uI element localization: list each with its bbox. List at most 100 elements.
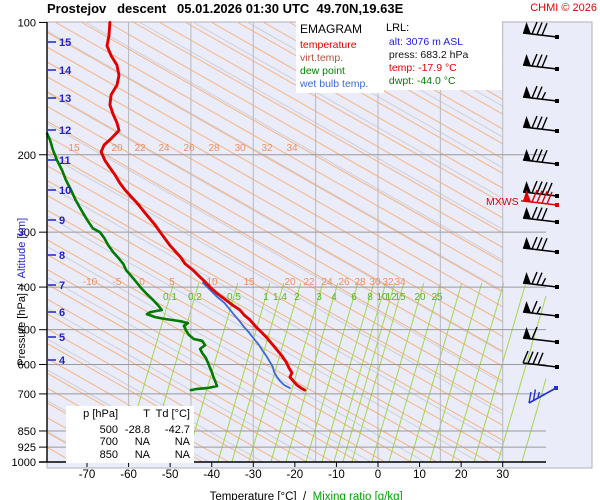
dry-adiabat-line	[46, 343, 256, 463]
altitude-tick-label: 12	[59, 125, 71, 137]
temperature-tick-label: 20	[455, 469, 468, 481]
mixing-ratio-label: 1	[263, 292, 269, 303]
pressure-axis-caption: Pressure [hPa] /	[16, 278, 28, 366]
altitude-axis-caption: Altitude [km]	[16, 217, 28, 279]
temperature-tick-label: -40	[203, 469, 220, 481]
adiabat-label: 32	[261, 143, 273, 154]
wind-barb	[522, 271, 559, 289]
table-header-row: p [hPa] T Td [°C]	[70, 408, 190, 421]
mixing-ratio-line	[333, 282, 387, 463]
adiabat-label: 20	[284, 277, 296, 288]
isotherm-line	[46, 92, 504, 354]
dry-adiabat-line	[46, 298, 334, 463]
altitude-tick-label: 6	[59, 307, 65, 319]
table-row: 700 NA NA	[70, 436, 190, 449]
pressure-tick-label: 100	[18, 17, 36, 29]
altitude-tick-label: 7	[59, 280, 65, 292]
dry-adiabat-line	[46, 105, 504, 367]
table-cell: Td [°C]	[155, 408, 190, 420]
dry-adiabat-line	[46, 313, 308, 463]
mixing-ratio-line	[521, 378, 547, 463]
dry-adiabat-line	[46, 283, 360, 463]
legend-item-wet-bulb-temp-: wet bulb temp.	[300, 78, 369, 90]
dry-adiabat-line	[46, 328, 282, 463]
mixing-ratio-label: 0.2	[188, 292, 202, 303]
mixing-ratio-label: 0.1	[163, 292, 177, 303]
mixing-ratio-label: 1.4	[273, 292, 287, 303]
lrl-row-temp: temp: -17.9 °C	[386, 62, 457, 74]
adiabat-label: 30	[234, 143, 246, 154]
dry-adiabat-line	[236, 21, 504, 175]
left-axis-caption: Pressure [hPa] / Altitude [km]	[4, 218, 40, 378]
wind-barb	[522, 326, 559, 344]
temperature-tick-label: -50	[162, 469, 179, 481]
dry-adiabat-line	[132, 21, 504, 234]
adiabat-label: 34	[394, 277, 406, 288]
mixing-ratio-line	[473, 282, 527, 463]
dry-adiabat-line	[46, 120, 504, 382]
mixing-ratio-line	[342, 282, 396, 463]
lrl-title: LRL:	[386, 22, 410, 34]
lrl-box: LRL: alt: 3076 m ASL press: 683.2 hPa te…	[382, 20, 502, 90]
mixing-ratio-line	[321, 282, 375, 463]
table-cell: 850	[99, 448, 118, 461]
adiabat-label: 22	[303, 277, 315, 288]
pressure-tick-label: 400	[18, 282, 36, 294]
dry-adiabat-line	[54, 21, 504, 278]
temperature-tick-label: -60	[120, 469, 137, 481]
table-cell: 500	[99, 423, 118, 436]
dry-adiabat-line	[106, 21, 504, 249]
isotherm-line	[46, 30, 504, 292]
dry-adiabat-line	[46, 224, 464, 463]
pressure-tick-label: 925	[18, 442, 36, 454]
dry-adiabat-line	[46, 31, 504, 293]
mixing-ratio-line	[217, 282, 271, 463]
mixing-ratio-line	[305, 282, 359, 463]
lrl-row-dwpt: dwpt: -44.0 °C	[386, 75, 456, 87]
legend-item-virt-temp-: virt.temp.	[300, 52, 344, 64]
dry-adiabat-line	[158, 21, 504, 219]
temperature-tick-label: -10	[328, 469, 345, 481]
pressure-tick-label: 850	[18, 426, 36, 438]
adiabat-label: -10	[83, 277, 98, 288]
mxws-label: MXWS	[486, 196, 519, 208]
dry-adiabat-line	[46, 239, 438, 463]
adiabat-label: 10	[206, 277, 218, 288]
legend-item-dew-point: dew point	[300, 65, 345, 77]
dry-adiabat-line	[210, 21, 504, 189]
adiabat-label: 15	[68, 143, 80, 154]
mixing-ratio-line	[285, 282, 339, 463]
dry-adiabat-line	[46, 61, 504, 323]
pressure-tick-label: 500	[18, 325, 36, 337]
legend-item-temperature: temperature	[300, 39, 357, 51]
table-row: 500 -28.8 -42.7	[70, 424, 190, 437]
legend-items: temperature virt.temp. dew point wet bulb t…	[300, 39, 380, 91]
mixing-ratio-label: 15	[394, 292, 406, 303]
altitude-tick-label: 9	[59, 215, 65, 227]
adiabat-label: 32	[382, 277, 394, 288]
adiabat-label: -5	[113, 277, 122, 288]
wind-barb	[522, 85, 559, 103]
dry-adiabat-line	[46, 194, 504, 456]
lrl-row-press: press: 683.2 hPa	[386, 49, 469, 61]
isotherm-line	[46, 307, 318, 463]
mixing-ratio-label: 8	[367, 292, 373, 303]
wind-barb	[522, 350, 559, 369]
dew-point-curve	[45, 132, 219, 392]
dry-adiabat-line	[46, 46, 504, 308]
table-cell: 700	[99, 436, 118, 448]
table-cell: NA	[174, 436, 190, 448]
page-title: Prostejov descent 05.01.2026 01:30 UTC 4…	[47, 1, 404, 16]
table-row: 850 NA NA	[70, 449, 190, 462]
dry-adiabat-line	[46, 165, 504, 426]
mixing-ratio-line	[270, 282, 324, 463]
wind-barb	[522, 300, 559, 318]
isotherm-line	[46, 153, 504, 415]
dry-adiabat-line	[46, 135, 504, 397]
wind-barb	[522, 236, 559, 254]
adiabat-label: 24	[321, 277, 333, 288]
pressure-tick-label: 300	[18, 227, 36, 239]
wind-barb	[522, 206, 559, 224]
adiabat-label: 28	[354, 277, 366, 288]
temperature-tick-label: 0	[375, 469, 381, 481]
